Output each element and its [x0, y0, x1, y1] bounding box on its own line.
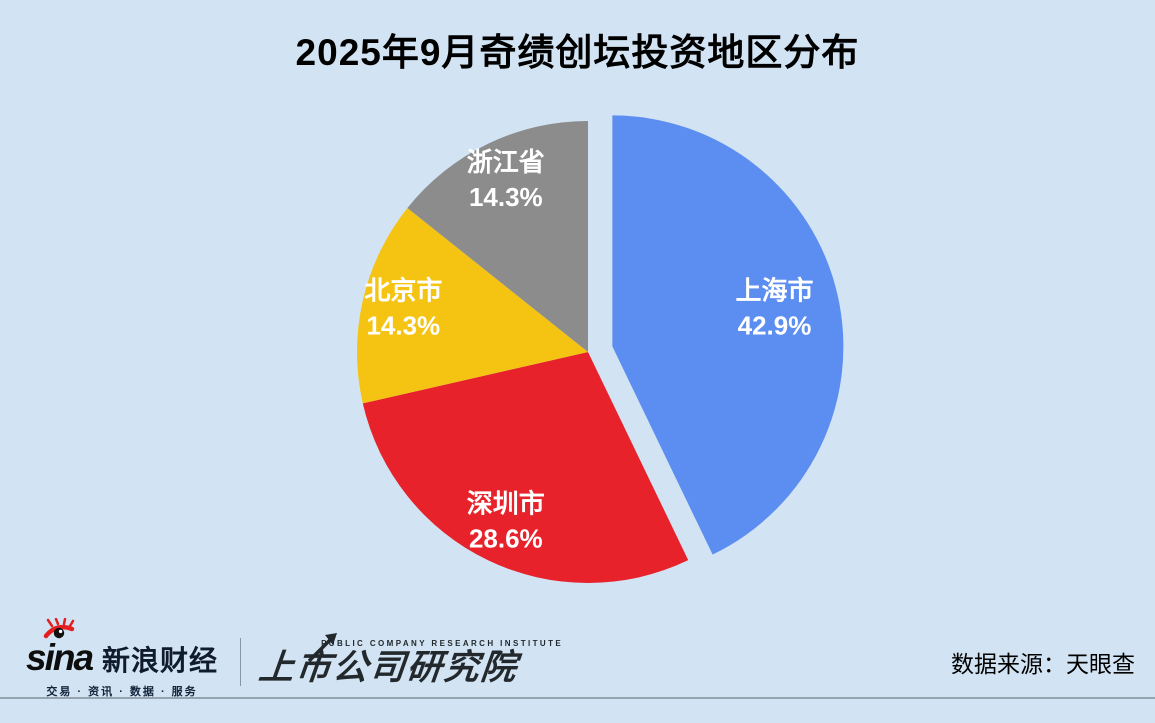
sina-finance-logo: sina 新浪财经 交易 · 资讯 · 数据 · 服务 — [26, 618, 219, 699]
chart-title: 2025年9月奇绩创坛投资地区分布 — [295, 32, 860, 73]
slice-name-3: 浙江省 — [467, 147, 545, 177]
slice-name-0: 上海市 — [736, 275, 814, 305]
pie-slice-3 — [407, 121, 588, 352]
pie-slice-0 — [612, 115, 844, 555]
sina-finance-name: 新浪财经 — [102, 645, 219, 676]
sina-logo-text: sina — [26, 637, 94, 678]
sina-tagline: 交易 · 资讯 · 数据 · 服务 — [46, 686, 198, 698]
slice-value-3: 14.3% — [469, 182, 543, 212]
pie-slice-1 — [362, 352, 689, 583]
slice-value-2: 14.3% — [366, 311, 440, 341]
slice-value-1: 28.6% — [469, 524, 543, 554]
logo-divider — [240, 638, 242, 686]
data-source-label: 数据来源：天眼查 — [951, 651, 1135, 677]
pie-slice-2 — [357, 207, 588, 404]
slice-name-2: 北京市 — [364, 276, 442, 306]
pcri-name: 上市公司研究院 — [257, 648, 521, 687]
footer: sina 新浪财经 交易 · 资讯 · 数据 · 服务 PUBLIC COMPA… — [0, 618, 1155, 699]
sina-eye-icon — [43, 618, 75, 639]
brand-logos: sina 新浪财经 交易 · 资讯 · 数据 · 服务 PUBLIC COMPA… — [26, 618, 564, 699]
footer-rule — [0, 697, 1155, 699]
pcri-english-caption: PUBLIC COMPANY RESEARCH INSTITUTE — [321, 639, 564, 648]
slice-name-1: 深圳市 — [467, 489, 545, 519]
pcri-logo: PUBLIC COMPANY RESEARCH INSTITUTE 上市公司研究… — [257, 633, 564, 687]
slice-value-0: 42.9% — [738, 310, 812, 340]
arrow-up-icon — [307, 633, 338, 663]
